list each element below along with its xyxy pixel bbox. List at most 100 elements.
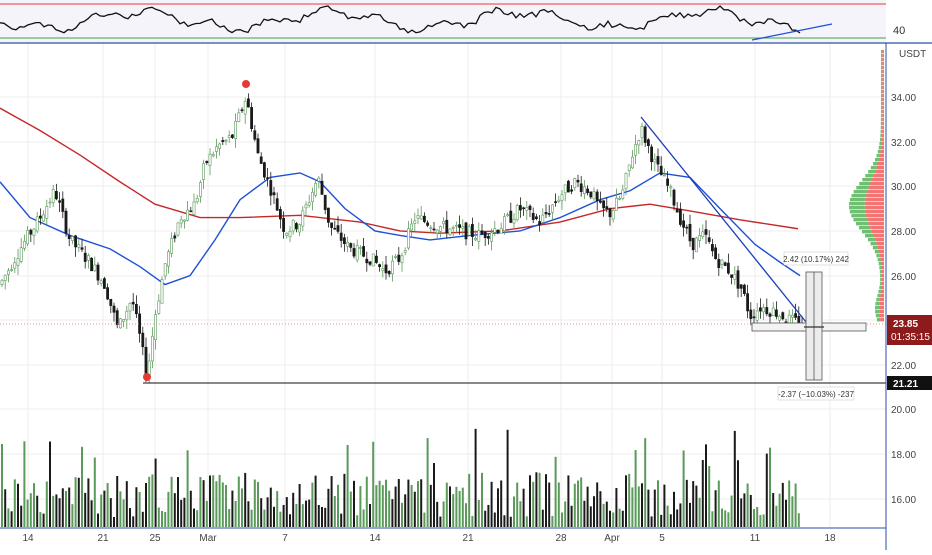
candle-body	[483, 231, 487, 238]
candle-body	[112, 305, 116, 313]
profile-bar-down	[881, 142, 884, 146]
profile-bar-up	[865, 174, 874, 178]
profile-bar-up	[881, 54, 883, 58]
candle-body	[758, 307, 762, 312]
candle-body	[739, 284, 743, 289]
volume-bar	[237, 476, 240, 527]
candle-body	[115, 310, 119, 325]
volume-bar	[375, 485, 378, 527]
profile-bar-down	[879, 314, 884, 318]
volume-bar	[253, 479, 256, 527]
volume-bar	[42, 513, 45, 527]
volume-bar	[311, 482, 314, 527]
price-tick-32: 32.00	[891, 138, 916, 149]
candle-body	[208, 153, 212, 166]
candle-body	[762, 307, 766, 313]
volume-bar	[346, 444, 349, 527]
volume-bar	[285, 497, 288, 527]
candle-body	[307, 202, 311, 206]
profile-bar-down	[882, 62, 884, 66]
candle-body	[234, 120, 238, 139]
profile-bar-down	[882, 70, 884, 74]
candle-body	[294, 223, 298, 230]
profile-bar-down	[879, 306, 884, 310]
volume-bar	[426, 438, 429, 527]
volume-bar	[698, 497, 701, 527]
candle-body	[774, 309, 778, 317]
profile-bar-up	[877, 258, 881, 262]
profile-bar-down	[870, 226, 884, 230]
candle-body	[438, 226, 442, 232]
profile-bar-down	[880, 294, 884, 298]
candle-body	[669, 186, 673, 189]
price-axis[interactable]: USDT 34.00 32.00 30.00 28.00 26.00 22.00…	[885, 43, 932, 550]
candle-body	[522, 207, 526, 210]
candle-body	[765, 307, 769, 315]
candle-body	[445, 219, 449, 234]
candle-body	[205, 160, 209, 163]
candle-body	[618, 197, 622, 200]
candle-body	[240, 109, 244, 112]
candle-body	[259, 156, 263, 164]
profile-bar-down	[881, 146, 884, 150]
volume-bar	[177, 477, 179, 527]
volume-bar	[641, 483, 643, 527]
volume-bar	[775, 505, 778, 527]
candlesticks	[0, 93, 804, 384]
candle-body	[199, 182, 202, 197]
profile-bar-up	[874, 158, 880, 162]
profile-bar-down	[864, 202, 884, 206]
candle-body	[179, 219, 183, 224]
volume-bar	[125, 481, 128, 527]
candle-body	[352, 248, 356, 257]
volume-bar	[365, 476, 368, 527]
candle-body	[682, 220, 686, 228]
volume-bar	[541, 509, 544, 527]
volume-bar	[388, 490, 391, 527]
volume-bar	[289, 514, 291, 527]
volume-bar	[436, 501, 439, 527]
profile-bar-up	[853, 218, 868, 222]
candle-body	[288, 230, 292, 238]
profile-bar-down	[877, 162, 884, 166]
profile-bar-up	[870, 166, 877, 170]
volume-bar	[593, 496, 595, 527]
profile-bar-up	[881, 58, 883, 62]
candle-body	[189, 210, 193, 213]
volume-bar	[266, 497, 269, 527]
volume-bar	[292, 492, 295, 527]
candle-body	[608, 208, 612, 218]
volume-bar	[503, 515, 506, 527]
volume-bar	[61, 488, 64, 527]
candle-body	[451, 227, 455, 229]
measure-tool[interactable]: 2.42 (10.17%) 242 -2.37 (−10.03%) -237	[751, 251, 867, 401]
profile-bar-up	[881, 70, 883, 74]
candle-body	[685, 226, 689, 229]
volume-bar	[794, 483, 797, 527]
time-axis[interactable]: 14 21 25 Mar 7 14 21 28 Apr 5 11 18	[0, 527, 886, 544]
time-tick-21b: 21	[462, 533, 474, 544]
candle-body	[794, 313, 798, 318]
candle-body	[576, 179, 580, 183]
rsi-trendline[interactable]	[751, 23, 833, 41]
profile-bar-up	[877, 294, 881, 298]
candle-body	[566, 180, 570, 193]
low-price-badge	[887, 376, 932, 390]
rsi-panel[interactable]: 40	[0, 0, 932, 44]
descending-trendline[interactable]	[640, 116, 807, 323]
volume-bar	[68, 487, 71, 527]
profile-bar-down	[882, 126, 884, 130]
candle-body	[790, 314, 794, 318]
candle-body	[154, 314, 158, 340]
candle-body	[403, 250, 407, 253]
volume-bar	[474, 428, 477, 527]
candle-body	[736, 270, 740, 289]
profile-bar-down	[882, 106, 884, 110]
candle-body	[342, 237, 346, 245]
candle-body	[771, 307, 775, 317]
volume-bar	[301, 504, 304, 527]
volume-bar	[183, 497, 186, 527]
volume-bar	[77, 477, 80, 527]
